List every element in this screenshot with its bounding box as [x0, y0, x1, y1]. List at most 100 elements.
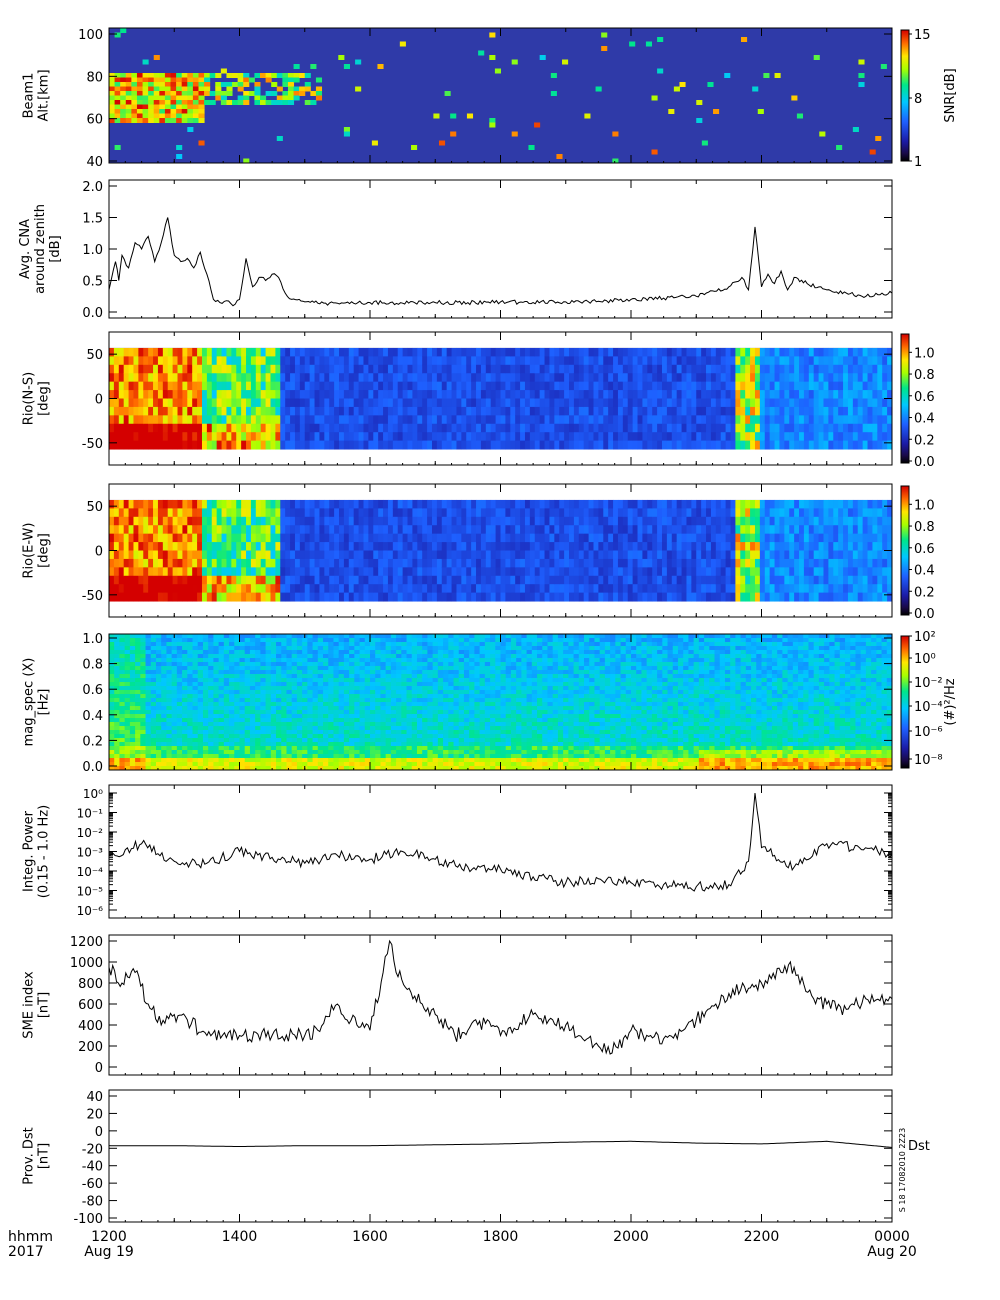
- heatmap-cell: [201, 390, 208, 399]
- heatmap-cell: [275, 584, 281, 594]
- heatmap-cell: [852, 584, 859, 594]
- heatmap-cell: [559, 432, 565, 442]
- heatmap-cell: [725, 516, 732, 526]
- heatmap-cell: [471, 550, 477, 560]
- heatmap-cell: [451, 390, 457, 399]
- heatmap-cell: [397, 525, 404, 535]
- heatmap-cell: [436, 364, 443, 374]
- heatmap-cell: [166, 694, 173, 699]
- heatmap-cell: [136, 91, 144, 96]
- heatmap-cell: [887, 398, 893, 408]
- heatmap-cell: [803, 432, 810, 442]
- heatmap-cell: [368, 381, 374, 391]
- heatmap-cell: [392, 381, 399, 391]
- heatmap-cell: [129, 766, 136, 771]
- heatmap-cell: [246, 440, 252, 450]
- heatmap-cell: [534, 364, 541, 374]
- heatmap-cell: [661, 525, 668, 535]
- heatmap-cell: [392, 423, 399, 433]
- heatmap-cell: [123, 373, 130, 383]
- heatmap-cell: [172, 356, 179, 366]
- y-axis-label: [dB]: [48, 235, 63, 262]
- heatmap-cell: [588, 356, 594, 366]
- heatmap-cell: [613, 516, 619, 526]
- heatmap-cell: [159, 91, 166, 96]
- heatmap-cell: [299, 525, 306, 535]
- heatmap-cell: [170, 113, 177, 119]
- heatmap-cell: [471, 406, 477, 416]
- heatmap-cell: [823, 415, 829, 425]
- heatmap-cell: [109, 666, 115, 671]
- heatmap-cell: [114, 698, 120, 703]
- heatmap-cell: [290, 542, 296, 551]
- heatmap-cell: [789, 592, 795, 602]
- heatmap-cell: [847, 364, 854, 374]
- heatmap-cell: [603, 516, 609, 526]
- heatmap-cell: [534, 415, 541, 425]
- heatmap-cell: [632, 356, 639, 366]
- heatmap-cell: [334, 440, 340, 450]
- heatmap-cell: [140, 690, 147, 695]
- heatmap-cell: [598, 550, 604, 560]
- heatmap-cell: [632, 347, 639, 357]
- heatmap-cell: [417, 516, 423, 526]
- heatmap-cell: [578, 406, 585, 416]
- heatmap-cell: [373, 373, 379, 383]
- heatmap-cell: [799, 432, 805, 442]
- heatmap-cell: [236, 373, 242, 383]
- heatmap-cell: [280, 406, 286, 416]
- heatmap-cell: [857, 575, 864, 585]
- heatmap-cell: [407, 542, 413, 551]
- heatmap-cell: [285, 347, 291, 357]
- y-tick-label: 40: [86, 155, 103, 170]
- heatmap-cell: [701, 364, 707, 374]
- heatmap-cell: [524, 406, 531, 416]
- heatmap-cell: [603, 558, 609, 568]
- heatmap-cell: [857, 542, 864, 551]
- heatmap-cell: [162, 516, 169, 526]
- heatmap-cell: [671, 584, 678, 594]
- heatmap-cell: [304, 415, 311, 425]
- heatmap-cell: [431, 440, 438, 450]
- heatmap-cell: [324, 558, 330, 568]
- heatmap-cell: [157, 364, 164, 374]
- heatmap-cell: [358, 432, 364, 442]
- heatmap-cell: [304, 533, 311, 543]
- heatmap-cell: [799, 347, 805, 357]
- heatmap-cell: [799, 356, 805, 366]
- heatmap-cell: [236, 542, 242, 551]
- heatmap-cell: [383, 373, 389, 383]
- heatmap-cell: [378, 567, 384, 577]
- heatmap-cell: [524, 558, 531, 568]
- heatmap-cell: [153, 592, 159, 602]
- heatmap-cell: [701, 406, 707, 416]
- heatmap-cell: [622, 558, 629, 568]
- heatmap-cell: [858, 82, 865, 87]
- heatmap-cell: [314, 584, 320, 594]
- y-axis-label: around zenith: [33, 204, 48, 294]
- heatmap-cell: [387, 499, 394, 509]
- heatmap-cell: [314, 381, 320, 391]
- heatmap-cell: [431, 584, 438, 594]
- y-axis-label: Avg. CNA: [18, 219, 33, 279]
- heatmap-cell: [150, 678, 157, 683]
- heatmap-cell: [784, 390, 790, 399]
- heatmap-cell: [872, 373, 878, 383]
- heatmap-cell: [255, 508, 262, 518]
- heatmap-cell: [466, 432, 472, 442]
- heatmap-cell: [564, 356, 570, 366]
- heatmap-cell: [187, 440, 193, 450]
- heatmap-cell: [153, 109, 160, 114]
- heatmap-cell: [172, 373, 179, 383]
- heatmap-cell: [710, 508, 717, 518]
- heatmap-cell: [324, 415, 330, 425]
- heatmap-cell: [167, 356, 174, 366]
- heatmap-cell: [129, 634, 136, 639]
- heatmap-cell: [250, 398, 257, 408]
- heatmap-cell: [578, 432, 585, 442]
- heatmap-cell: [476, 508, 482, 518]
- heatmap-cell: [250, 575, 257, 585]
- heatmap-cell: [627, 406, 634, 416]
- heatmap-cell: [128, 533, 134, 543]
- heatmap-cell: [363, 592, 369, 602]
